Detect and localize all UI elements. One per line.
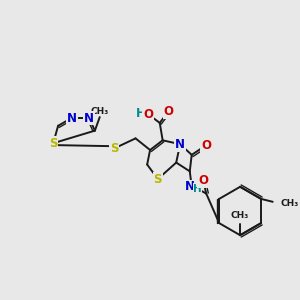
Text: H: H (136, 107, 145, 120)
Text: O: O (143, 108, 153, 121)
Text: CH₃: CH₃ (280, 199, 299, 208)
Text: N: N (185, 180, 195, 193)
Text: CH₃: CH₃ (230, 211, 248, 220)
Text: S: S (49, 137, 58, 150)
Text: S: S (110, 142, 118, 154)
Text: O: O (198, 175, 208, 188)
Text: N: N (67, 112, 76, 124)
Text: CH₃: CH₃ (91, 107, 109, 116)
Text: H: H (193, 184, 202, 194)
Text: O: O (164, 105, 173, 118)
Text: N: N (175, 138, 185, 151)
Text: S: S (154, 172, 162, 185)
Text: O: O (201, 139, 211, 152)
Text: N: N (84, 112, 94, 124)
